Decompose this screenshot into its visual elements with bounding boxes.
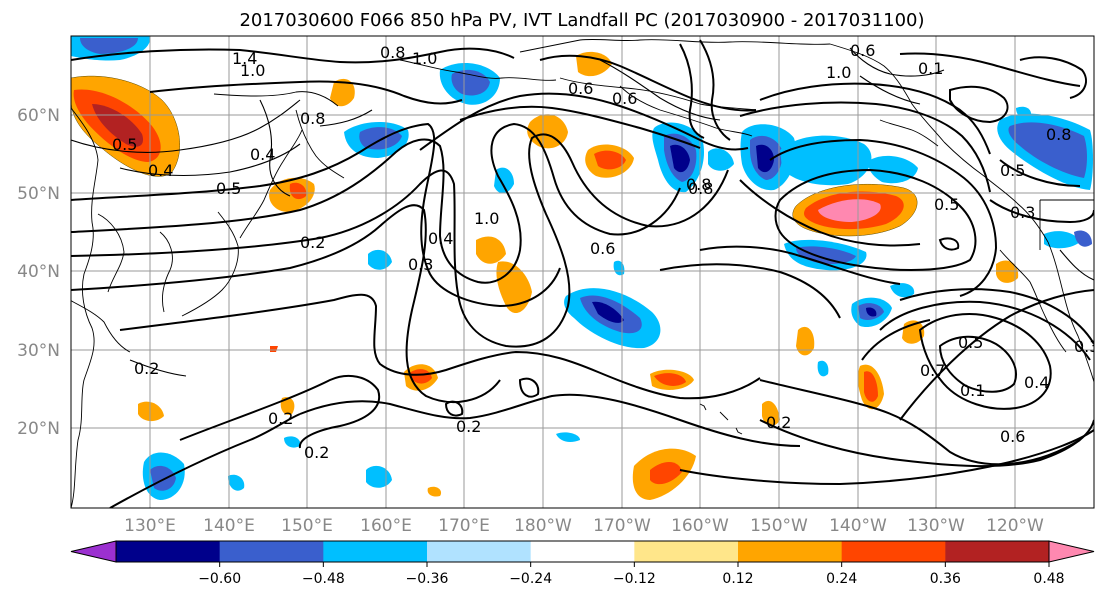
contour-label: 0.2: [134, 359, 159, 378]
colorbar-bin: [945, 541, 1050, 562]
lat-label: 50°N: [17, 184, 60, 204]
contour-label: 0.3: [1010, 203, 1035, 222]
lon-label: 170°E: [438, 516, 490, 536]
colorbar-frame: [115, 540, 1050, 563]
contour-label: 0.6: [850, 41, 875, 60]
contour-label: 0.5: [1000, 161, 1025, 180]
contour-label: 0.6: [590, 239, 615, 258]
contour-label: 0.5: [216, 179, 241, 198]
contour-label: 0.4: [250, 145, 275, 164]
colorbar-tick-label: −0.36: [406, 571, 449, 587]
contour-label: 0.1: [918, 59, 943, 78]
lon-label: 140°W: [829, 516, 887, 536]
lat-label: 20°N: [17, 419, 60, 439]
contour-label: 0.2: [268, 409, 293, 428]
contour-label: 1.0: [474, 209, 499, 228]
contour-label: 0.6: [1000, 427, 1025, 446]
coastlines: [71, 38, 1094, 508]
contour-label: 0.5: [934, 195, 959, 214]
pv-anomaly-shading: [71, 36, 1093, 500]
colorbar-tick-label: 0.24: [826, 571, 857, 587]
lon-label: 130°W: [907, 516, 965, 536]
contour-label: 0.8: [380, 43, 405, 62]
colorbar-bin: [530, 541, 635, 562]
latitude-labels: 60°N 50°N 40°N 30°N 20°N: [17, 106, 60, 439]
lon-label: 160°W: [671, 516, 729, 536]
contour-label: 0.3: [408, 255, 433, 274]
lon-label: 140°E: [203, 516, 255, 536]
lon-label: 160°E: [360, 516, 412, 536]
contour-label: 1.0: [412, 49, 437, 68]
colorbar-bin: [841, 541, 946, 562]
colorbar: −0.60 −0.48 −0.36 −0.24 −0.12 0.12 0.24 0.36 0.4…: [70, 540, 1095, 587]
lat-label: 40°N: [17, 262, 60, 282]
contour-label: 0.4: [148, 161, 173, 180]
pv-contours: [71, 39, 1094, 508]
colorbar-bin: [219, 541, 324, 562]
contour-label: 0.5: [112, 135, 137, 154]
contour-label: 0.3: [1074, 337, 1099, 356]
colorbar-bin: [116, 541, 221, 562]
lon-label: 150°W: [750, 516, 808, 536]
contour-label: 0.8: [300, 109, 325, 128]
contour-label: 1.0: [240, 61, 265, 80]
map-panel: 1.4 1.0 0.8 1.0 0.6 0.6 0.4 0.8 1.0 0.6 …: [70, 35, 1099, 509]
contour-label: 1.4: [232, 49, 257, 68]
contour-label: 0.1: [960, 381, 985, 400]
colorbar-bin: [427, 541, 532, 562]
contour-label: 0.2: [766, 413, 791, 432]
figure-title: 2017030600 F066 850 hPa PV, IVT Landfall…: [239, 10, 924, 31]
map-background: [71, 36, 1094, 508]
contour-label: 0.8: [1046, 125, 1071, 144]
colorbar-tick-label: −0.48: [302, 571, 345, 587]
contour-labels: 1.4 1.0 0.8 1.0 0.6 0.6 0.4 0.8 1.0 0.6 …: [112, 41, 1099, 462]
contour-label: 0.2: [300, 233, 325, 252]
colorbar-bin: [323, 541, 428, 562]
lat-label: 60°N: [17, 106, 60, 126]
contour-label: 0.7: [920, 361, 945, 380]
longitude-labels: 130°E 140°E 150°E 160°E 170°E 180°W 170°…: [124, 516, 1044, 536]
contour-label: 0.5: [958, 333, 983, 352]
colorbar-tick-label: 0.12: [722, 571, 753, 587]
colorbar-tick-label: −0.60: [198, 571, 241, 587]
contour-label: 0.6: [568, 79, 593, 98]
lon-label: 180°W: [514, 516, 572, 536]
contour-label: 0.8: [688, 179, 713, 198]
lon-label: 150°E: [281, 516, 333, 536]
contour-label: 0.4: [1024, 373, 1049, 392]
contour-label: 0.6: [612, 89, 637, 108]
lon-label: 170°W: [593, 516, 651, 536]
colorbar-tick-label: 0.48: [1033, 571, 1064, 587]
colorbar-bin: [634, 541, 739, 562]
lat-label: 30°N: [17, 341, 60, 361]
colorbar-extend-min: [70, 540, 117, 563]
lon-label: 120°W: [986, 516, 1044, 536]
contour-label: 0.4: [428, 229, 453, 248]
colorbar-tick-label: −0.24: [509, 571, 552, 587]
colorbar-extend-max: [1048, 540, 1095, 563]
lon-label: 130°E: [124, 516, 176, 536]
contour-label: 0.2: [304, 443, 329, 462]
colorbar-tick-label: −0.12: [613, 571, 656, 587]
colorbar-tick-label: 0.36: [930, 571, 961, 587]
map-frame: [70, 35, 1095, 509]
colorbar-bin: [738, 541, 843, 562]
contour-label: 0.8: [686, 175, 711, 194]
contour-label: 1.0: [826, 63, 851, 82]
contour-label: 0.2: [456, 417, 481, 436]
